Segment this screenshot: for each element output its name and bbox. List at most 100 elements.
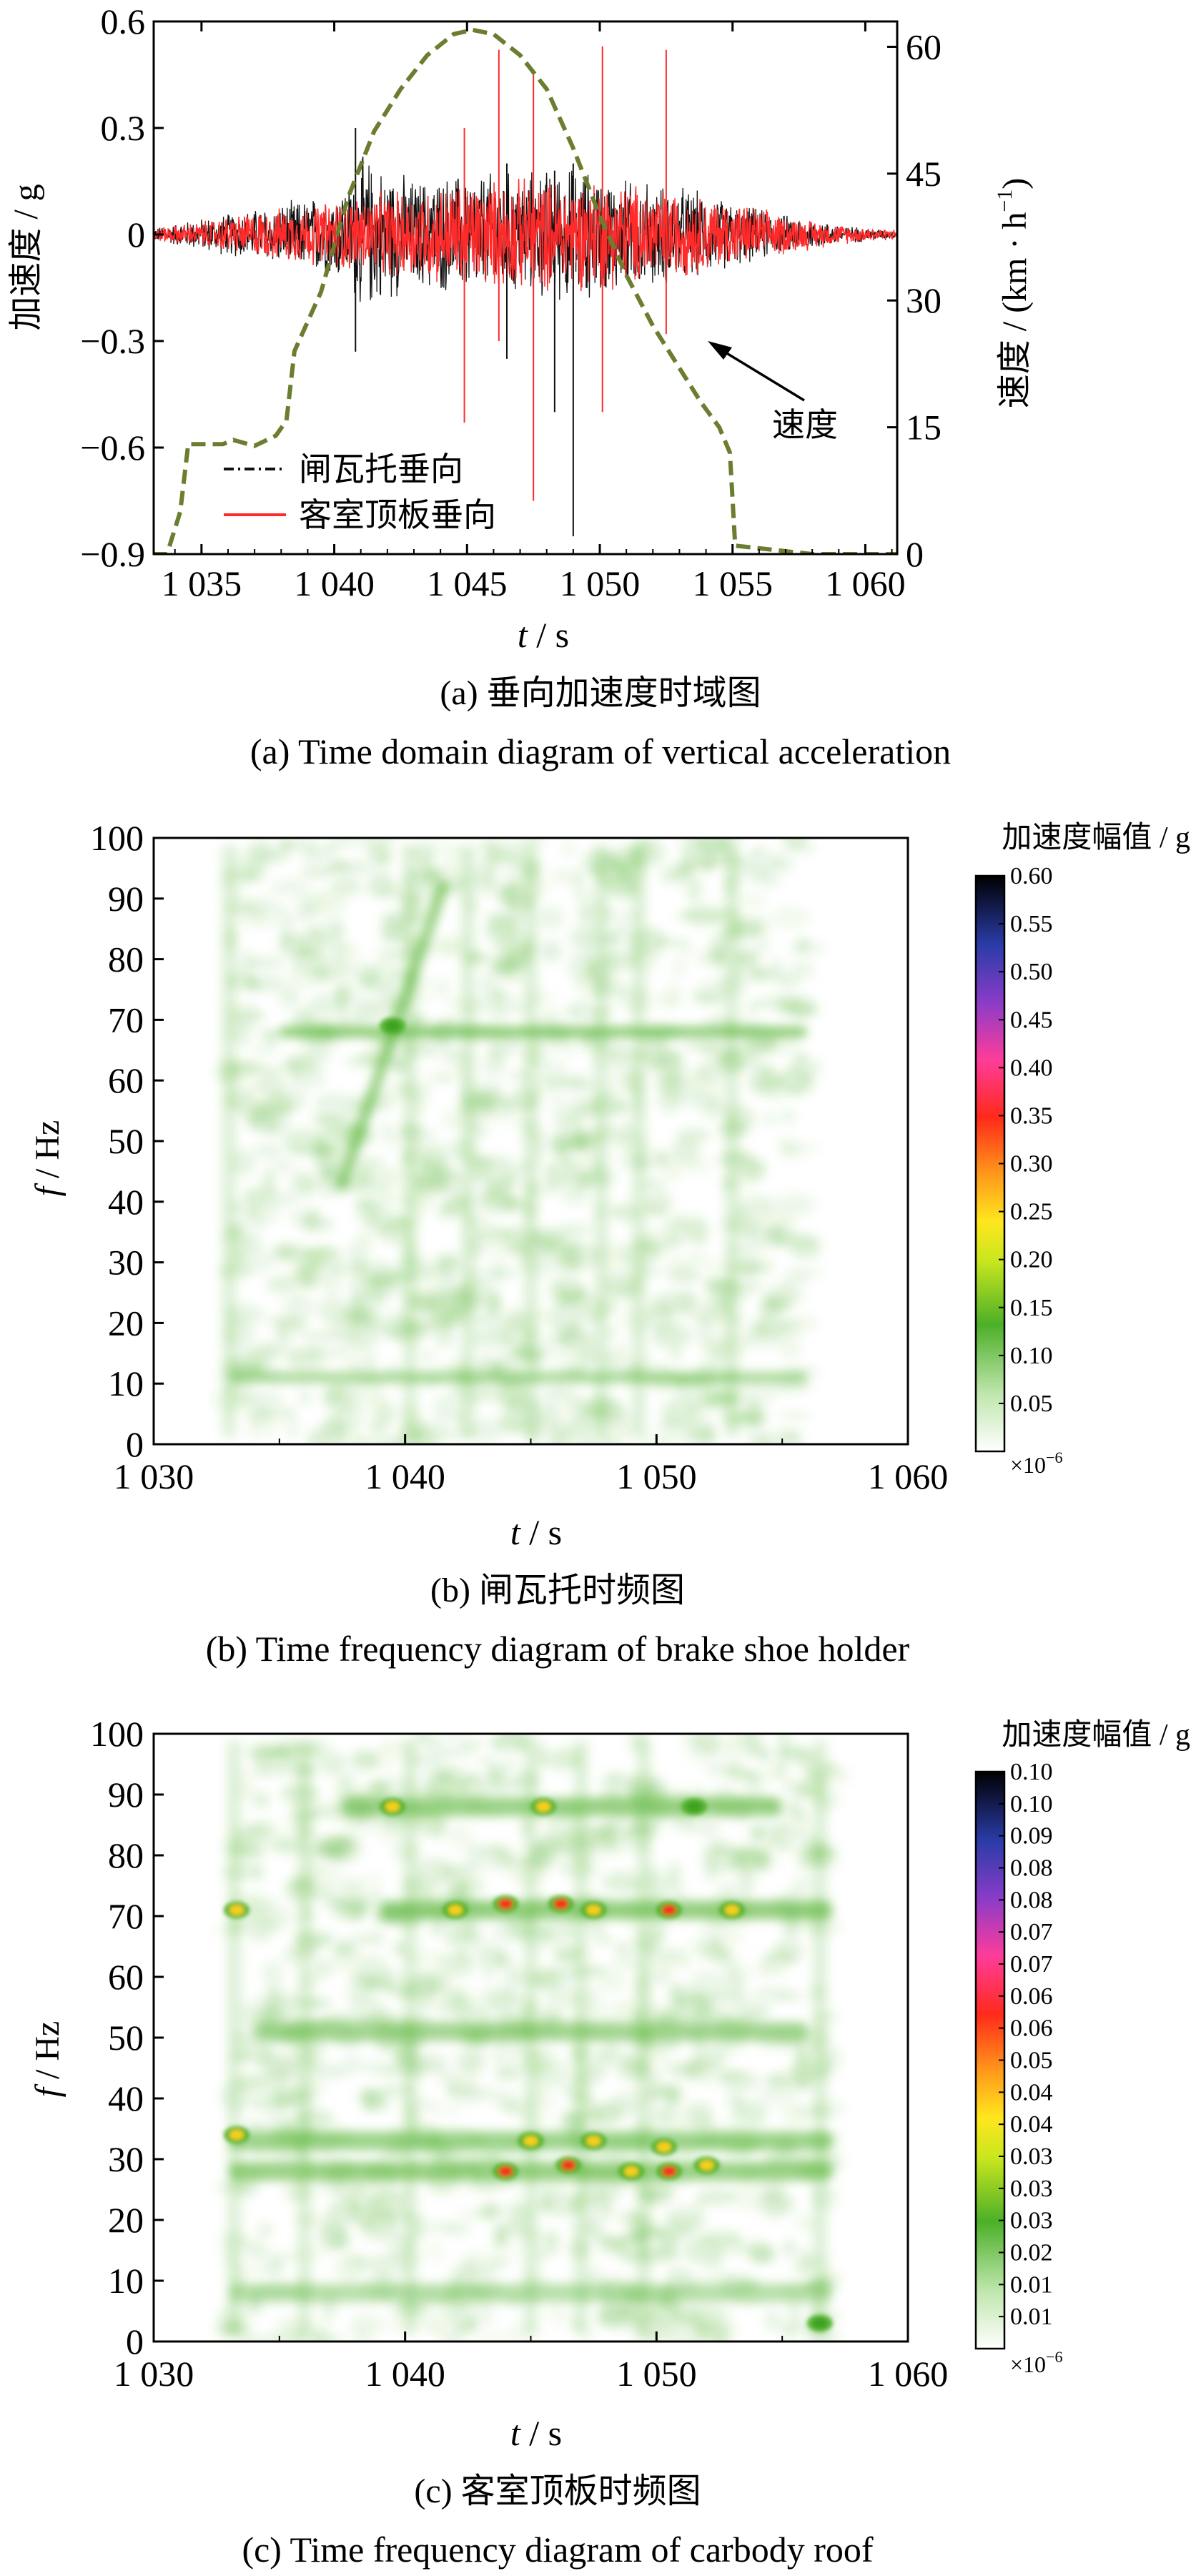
c-speckle — [445, 1921, 484, 1938]
x-tick-label-1045: 1 045 — [427, 563, 508, 603]
c-speckle — [741, 1734, 763, 1758]
b-speckle — [360, 1167, 398, 1195]
y-left-tick-label: 0.6 — [101, 1, 146, 41]
c-speckle — [244, 1822, 276, 1832]
b-speckle — [651, 1049, 681, 1072]
c-speckle — [822, 2046, 842, 2071]
speed-annotation-arrowhead — [708, 341, 732, 360]
c-hot-spot-8 — [724, 1905, 739, 1915]
b-speckle — [433, 1394, 458, 1423]
c-speckle — [267, 2330, 306, 2341]
c-speckle — [391, 1943, 406, 1955]
b-speckle — [469, 1417, 505, 1444]
b-speckle — [277, 932, 308, 959]
c-colorbar-tick-label: 0.10 — [1010, 1759, 1053, 1785]
b-y-tick-label: 40 — [108, 1182, 144, 1222]
c-hot-spot-0 — [385, 1802, 400, 1812]
c-speckle — [465, 2051, 486, 2078]
c-hot-spot-3 — [448, 1905, 463, 1915]
c-speckle — [480, 2246, 523, 2258]
b-speckle — [759, 1295, 780, 1323]
c-hot-spot-4 — [498, 1899, 513, 1909]
c-colorbar-tick-label: 0.02 — [1010, 2240, 1053, 2266]
b-speckle — [251, 1045, 277, 1055]
b-speckle — [520, 838, 545, 848]
caption-b-cn: (b) 闸瓦托时频图 — [430, 1570, 685, 1610]
b-frequency-band — [229, 1371, 808, 1383]
panel-c-x-label: t / s — [510, 2413, 562, 2453]
b-speckle — [538, 1225, 579, 1251]
b-speckle — [758, 938, 771, 952]
c-frequency-band — [342, 1797, 783, 1816]
b-speckle — [641, 1179, 666, 1190]
c-speckle — [265, 1989, 302, 2015]
b-speckle — [231, 1149, 257, 1176]
c-speckle — [323, 1897, 347, 1909]
b-speckle — [434, 978, 450, 998]
b-speckle — [778, 1410, 811, 1421]
panel-a-ticks: 1 035 1 040 1 045 1 050 1 055 1 060 0.6 0.3 0 −0.… — [80, 1, 941, 603]
b-speckle — [568, 1100, 583, 1123]
c-speckle — [248, 1931, 272, 1941]
b-speckle — [359, 970, 377, 992]
c-speckle — [238, 1917, 275, 1932]
c-speckle — [667, 1862, 681, 1889]
c-speckle — [255, 2048, 271, 2068]
b-speckle — [340, 1308, 370, 1324]
b-speckle — [492, 947, 523, 959]
c-speckle — [438, 2326, 462, 2341]
y-left-tick-label: −0.3 — [80, 321, 145, 361]
c-speckle — [692, 2309, 735, 2321]
c-frequency-band — [229, 2162, 833, 2181]
c-speckle — [781, 2240, 797, 2257]
caption-c-en: (c) Time frequency diagram of carbody ro… — [242, 2530, 873, 2570]
b-y-tick-label: 0 — [126, 1424, 144, 1464]
c-hot-spots — [224, 1798, 833, 2332]
b-speckle — [747, 1431, 770, 1444]
b-colorbar-tick-label: 0.45 — [1010, 1007, 1053, 1033]
c-speckle — [370, 1885, 383, 1915]
b-speckle — [781, 838, 809, 849]
c-speckle — [701, 1921, 728, 1944]
c-speckle — [547, 2304, 570, 2325]
b-x-tick-label: 1 040 — [365, 1456, 445, 1496]
c-speckle — [728, 2000, 771, 2017]
panel-c-carbody-roof-spectrogram: 1 030 1 040 1 050 1 060 0 10 20 30 40 50 60 70 80 90 1… — [29, 1714, 1190, 2570]
b-speckle — [498, 1404, 532, 1433]
c-vertical-band — [812, 1741, 827, 2334]
b-speckle — [754, 1210, 796, 1228]
c-speckle — [594, 2308, 630, 2327]
panel-c-ticks: 1 030 1 040 1 050 1 060 0 10 20 30 40 50 60 70 80 90 1… — [90, 1714, 948, 2394]
b-colorbar-tick-label: 0.05 — [1010, 1391, 1053, 1417]
c-hot-spot-12 — [523, 2136, 538, 2146]
c-speckle — [439, 1953, 475, 1977]
c-speckle — [414, 2310, 457, 2329]
c-hot-spot-9 — [229, 1905, 244, 1915]
panel-a-plot-area — [152, 20, 899, 556]
c-speckle — [719, 2071, 761, 2091]
b-x-tick-label: 1 060 — [868, 1456, 949, 1496]
b-speckle — [539, 1387, 582, 1404]
c-speckle — [596, 1969, 627, 1992]
b-speckle — [737, 1382, 776, 1405]
speed-annotation: 速度 — [708, 341, 838, 444]
c-y-tick-label: 100 — [90, 1714, 144, 1754]
b-speckle — [419, 1296, 434, 1311]
c-speckle — [475, 2332, 512, 2341]
b-speckle — [297, 1266, 317, 1288]
b-speckle — [559, 1328, 595, 1352]
c-frequency-band — [229, 2284, 833, 2302]
c-speckle — [536, 1831, 569, 1855]
b-speckle — [484, 920, 520, 946]
b-speckle — [448, 994, 460, 1013]
c-colorbar-tick-label: 0.04 — [1010, 2079, 1053, 2106]
panel-b-brake-shoe-spectrogram: 1 030 1 040 1 050 1 060 0 10 20 30 40 50 60 70 80 90 1… — [29, 818, 1190, 1669]
b-speckle — [555, 1040, 581, 1055]
c-speckle — [736, 1868, 755, 1897]
b-y-tick-label: 50 — [108, 1121, 144, 1161]
b-speckle — [244, 1184, 262, 1213]
b-speckle — [325, 859, 350, 873]
b-speckle — [560, 840, 577, 857]
c-speckle — [316, 2114, 340, 2128]
b-speckle — [541, 940, 562, 962]
